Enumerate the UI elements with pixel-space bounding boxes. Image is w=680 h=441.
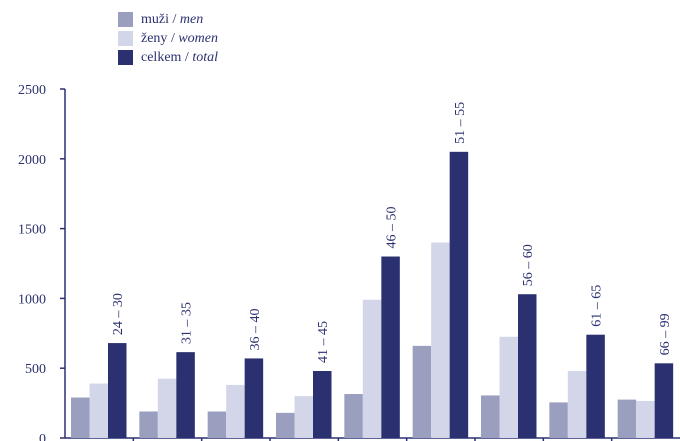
bar bbox=[207, 411, 227, 438]
legend-item-men: muži / men bbox=[118, 10, 218, 29]
legend-label-men: muži / men bbox=[141, 11, 204, 27]
bar bbox=[549, 402, 568, 438]
legend-item-women: ženy / women bbox=[118, 29, 218, 48]
y-tick-label: 1500 bbox=[18, 223, 46, 238]
legend-swatch-men bbox=[118, 12, 133, 27]
legend-item-total: celkem / total bbox=[118, 48, 218, 67]
bar bbox=[108, 343, 127, 438]
legend: muži / men ženy / women celkem / total bbox=[118, 10, 218, 67]
bar bbox=[89, 383, 108, 438]
category-label: 36 – 40 bbox=[248, 308, 263, 350]
legend-label-total: celkem / total bbox=[141, 49, 218, 65]
category-label: 56 – 60 bbox=[521, 244, 536, 286]
bar bbox=[226, 384, 245, 438]
bar bbox=[654, 363, 674, 438]
category-label: 41 – 45 bbox=[316, 321, 331, 363]
bar bbox=[412, 345, 432, 438]
legend-swatch-total bbox=[118, 50, 133, 65]
category-label: 61 – 65 bbox=[590, 285, 605, 327]
bar bbox=[176, 352, 195, 438]
bar bbox=[244, 358, 264, 438]
bar bbox=[499, 336, 518, 438]
y-tick-label: 1000 bbox=[18, 292, 46, 307]
y-tick-label: 2000 bbox=[18, 153, 46, 168]
bar bbox=[518, 294, 537, 438]
bar bbox=[157, 378, 177, 438]
bar bbox=[567, 370, 587, 438]
y-tick-label: 2500 bbox=[18, 83, 46, 98]
bar bbox=[431, 242, 450, 438]
category-label: 31 – 35 bbox=[180, 302, 195, 344]
bar bbox=[617, 399, 637, 438]
category-label: 24 – 30 bbox=[111, 293, 126, 335]
bar bbox=[586, 334, 605, 438]
bar bbox=[362, 299, 382, 438]
bar bbox=[636, 401, 655, 438]
bar bbox=[294, 396, 313, 438]
y-tick-label: 500 bbox=[25, 362, 46, 377]
bar bbox=[344, 394, 363, 438]
bar bbox=[139, 411, 158, 438]
bar bbox=[381, 256, 400, 438]
category-label: 66 – 99 bbox=[658, 313, 673, 355]
bar bbox=[313, 370, 332, 438]
legend-swatch-women bbox=[118, 31, 133, 46]
y-tick-label: 0 bbox=[39, 432, 46, 441]
category-label: 51 – 55 bbox=[453, 102, 468, 144]
bar bbox=[71, 397, 90, 438]
bar bbox=[276, 412, 295, 438]
category-label: 46 – 50 bbox=[385, 207, 400, 249]
bar bbox=[481, 395, 500, 438]
bar bbox=[449, 151, 469, 438]
legend-label-women: ženy / women bbox=[141, 30, 218, 46]
